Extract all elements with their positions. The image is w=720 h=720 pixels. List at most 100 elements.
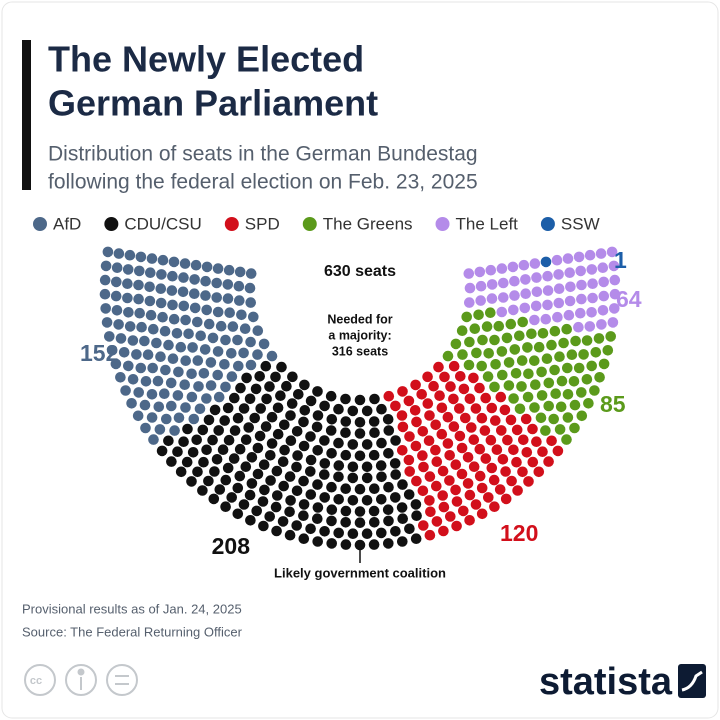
seat — [298, 416, 309, 428]
seat — [319, 469, 330, 480]
seat — [175, 466, 187, 478]
seat — [597, 305, 609, 316]
seat — [423, 435, 435, 447]
seat — [485, 307, 496, 319]
seat — [397, 479, 408, 490]
seat — [234, 470, 246, 482]
seat — [508, 444, 519, 456]
seat — [382, 504, 394, 515]
majority-label: a majority: — [328, 328, 391, 342]
seat — [486, 462, 498, 474]
seat — [518, 434, 529, 446]
seat — [573, 321, 584, 333]
seat — [113, 248, 125, 259]
seat — [285, 435, 297, 447]
seat — [526, 328, 537, 340]
seat — [153, 401, 165, 413]
seat — [486, 279, 498, 290]
seat — [305, 466, 316, 477]
seat — [209, 404, 221, 416]
seat — [236, 309, 247, 321]
title: The Newly Elected — [48, 39, 364, 80]
seat — [134, 265, 145, 277]
seat — [299, 379, 310, 391]
seat — [497, 454, 509, 465]
seat — [608, 260, 620, 272]
seat — [456, 325, 468, 337]
seat — [220, 334, 231, 346]
seat — [146, 412, 158, 423]
seat — [589, 385, 600, 396]
seat — [340, 483, 352, 495]
seat — [167, 353, 179, 365]
seat — [340, 539, 352, 550]
seat — [333, 494, 345, 505]
seat — [464, 489, 476, 501]
seat — [482, 371, 494, 382]
seat — [139, 399, 151, 411]
seat — [431, 516, 443, 527]
seat — [404, 523, 415, 535]
seat — [383, 538, 394, 549]
seat — [506, 475, 517, 487]
seat — [279, 419, 290, 431]
seat — [410, 379, 421, 391]
seat — [166, 285, 178, 296]
seat — [485, 264, 497, 276]
seat — [486, 293, 498, 304]
seat — [254, 430, 266, 442]
seat — [131, 349, 142, 360]
seat — [99, 274, 111, 286]
seat — [166, 400, 177, 412]
seat — [523, 368, 534, 380]
seat — [464, 393, 476, 405]
seat — [511, 456, 522, 468]
seat — [496, 306, 508, 318]
seat — [145, 309, 157, 321]
seat — [178, 300, 190, 312]
seat — [541, 353, 553, 365]
seat — [474, 266, 486, 278]
seat — [376, 403, 387, 415]
seat — [245, 297, 256, 308]
seat — [312, 479, 323, 490]
seat — [499, 404, 511, 416]
seat — [473, 309, 484, 321]
annotation: Likely government coalition — [274, 565, 446, 580]
seat — [451, 520, 462, 532]
seat — [238, 499, 250, 510]
seat — [110, 358, 122, 370]
seat — [542, 299, 553, 311]
seat — [531, 272, 542, 283]
seat — [508, 393, 519, 404]
seat — [410, 440, 422, 452]
seat — [284, 506, 295, 518]
seat — [404, 431, 415, 442]
seat — [553, 297, 565, 309]
seat — [156, 445, 168, 457]
party-seats — [540, 256, 552, 268]
seat — [163, 339, 174, 351]
seat — [562, 389, 574, 400]
seat-count-label: 1 — [614, 247, 627, 273]
seat — [479, 425, 491, 436]
seat — [245, 268, 257, 279]
seat — [354, 417, 366, 428]
seat — [410, 533, 422, 544]
seat — [602, 345, 614, 356]
seat — [188, 413, 200, 425]
seat — [177, 286, 189, 298]
seat — [598, 290, 610, 302]
seat — [514, 330, 525, 342]
legend-label: The Left — [456, 214, 519, 233]
seat — [246, 452, 258, 463]
seat — [368, 505, 380, 517]
seat — [575, 307, 586, 319]
seat — [529, 314, 540, 326]
seat — [474, 382, 485, 394]
seat — [146, 389, 158, 400]
seat — [249, 412, 260, 424]
seat — [437, 465, 449, 477]
seat — [383, 481, 394, 493]
